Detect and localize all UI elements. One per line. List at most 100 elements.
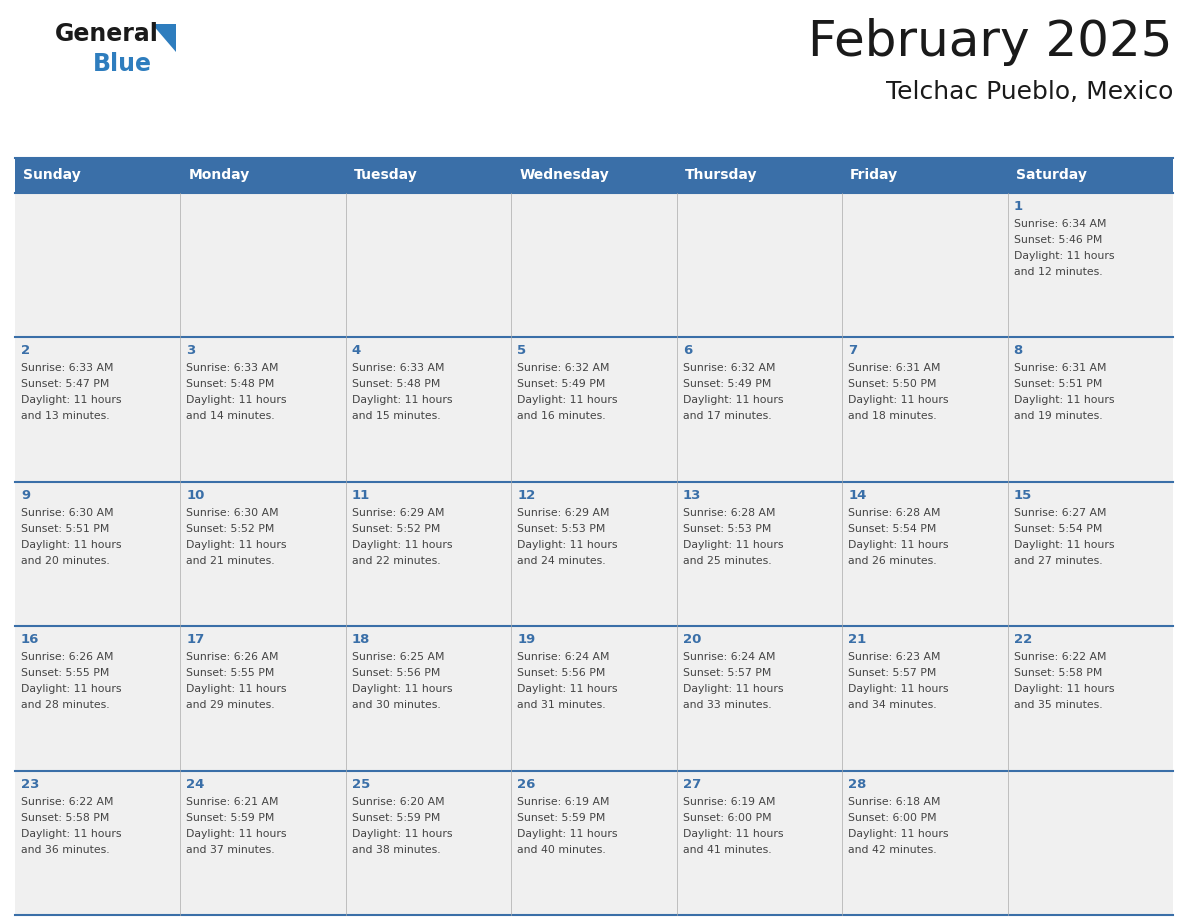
- Text: Sunrise: 6:30 AM: Sunrise: 6:30 AM: [187, 508, 279, 518]
- Text: Daylight: 11 hours: Daylight: 11 hours: [21, 829, 121, 839]
- Text: Telchac Pueblo, Mexico: Telchac Pueblo, Mexico: [885, 80, 1173, 104]
- Bar: [181, 482, 346, 626]
- Text: and 41 minutes.: and 41 minutes.: [683, 845, 771, 855]
- Bar: [842, 193, 1007, 338]
- Text: Sunrise: 6:21 AM: Sunrise: 6:21 AM: [187, 797, 279, 807]
- Text: Sunrise: 6:25 AM: Sunrise: 6:25 AM: [352, 652, 444, 662]
- Text: 8: 8: [1013, 344, 1023, 357]
- Text: General: General: [55, 22, 159, 46]
- Text: Tuesday: Tuesday: [354, 169, 418, 183]
- Text: Sunset: 5:50 PM: Sunset: 5:50 PM: [848, 379, 936, 389]
- Text: Daylight: 11 hours: Daylight: 11 hours: [683, 396, 783, 406]
- Text: February 2025: February 2025: [809, 18, 1173, 66]
- Bar: [346, 770, 511, 915]
- Text: and 29 minutes.: and 29 minutes.: [187, 700, 276, 711]
- Text: Daylight: 11 hours: Daylight: 11 hours: [1013, 251, 1114, 261]
- Text: Sunrise: 6:31 AM: Sunrise: 6:31 AM: [848, 364, 941, 374]
- Text: and 18 minutes.: and 18 minutes.: [848, 411, 937, 421]
- Bar: [842, 158, 1007, 193]
- Text: Sunrise: 6:32 AM: Sunrise: 6:32 AM: [517, 364, 609, 374]
- Text: Sunset: 5:59 PM: Sunset: 5:59 PM: [187, 812, 274, 823]
- Text: Sunrise: 6:26 AM: Sunrise: 6:26 AM: [21, 652, 114, 662]
- Text: 26: 26: [517, 778, 536, 790]
- Text: Sunset: 5:48 PM: Sunset: 5:48 PM: [187, 379, 274, 389]
- Bar: [1007, 193, 1173, 338]
- Text: Daylight: 11 hours: Daylight: 11 hours: [683, 829, 783, 839]
- Text: Daylight: 11 hours: Daylight: 11 hours: [848, 540, 949, 550]
- Text: Daylight: 11 hours: Daylight: 11 hours: [1013, 396, 1114, 406]
- Text: and 38 minutes.: and 38 minutes.: [352, 845, 441, 855]
- Text: Wednesday: Wednesday: [519, 169, 609, 183]
- Bar: [181, 158, 346, 193]
- Text: 13: 13: [683, 488, 701, 502]
- Bar: [677, 338, 842, 482]
- Text: Daylight: 11 hours: Daylight: 11 hours: [848, 829, 949, 839]
- Bar: [346, 193, 511, 338]
- Bar: [1007, 626, 1173, 770]
- Text: and 25 minutes.: and 25 minutes.: [683, 555, 771, 565]
- Text: 16: 16: [21, 633, 39, 646]
- Text: Daylight: 11 hours: Daylight: 11 hours: [517, 684, 618, 694]
- Text: Sunset: 5:52 PM: Sunset: 5:52 PM: [352, 524, 441, 533]
- Text: Sunset: 5:52 PM: Sunset: 5:52 PM: [187, 524, 274, 533]
- Text: Sunrise: 6:27 AM: Sunrise: 6:27 AM: [1013, 508, 1106, 518]
- Text: Daylight: 11 hours: Daylight: 11 hours: [187, 396, 287, 406]
- Bar: [511, 770, 677, 915]
- Bar: [181, 338, 346, 482]
- Text: Sunrise: 6:28 AM: Sunrise: 6:28 AM: [683, 508, 776, 518]
- Text: 24: 24: [187, 778, 204, 790]
- Text: and 21 minutes.: and 21 minutes.: [187, 555, 276, 565]
- Text: 3: 3: [187, 344, 196, 357]
- Text: and 27 minutes.: and 27 minutes.: [1013, 555, 1102, 565]
- Text: Sunrise: 6:22 AM: Sunrise: 6:22 AM: [21, 797, 114, 807]
- Text: 2: 2: [21, 344, 30, 357]
- Text: Sunset: 5:59 PM: Sunset: 5:59 PM: [352, 812, 441, 823]
- Bar: [1007, 158, 1173, 193]
- Text: 7: 7: [848, 344, 858, 357]
- Text: Sunrise: 6:29 AM: Sunrise: 6:29 AM: [352, 508, 444, 518]
- Text: Sunrise: 6:24 AM: Sunrise: 6:24 AM: [683, 652, 776, 662]
- Text: 1: 1: [1013, 200, 1023, 213]
- Text: Sunrise: 6:28 AM: Sunrise: 6:28 AM: [848, 508, 941, 518]
- Text: Sunrise: 6:20 AM: Sunrise: 6:20 AM: [352, 797, 444, 807]
- Text: and 13 minutes.: and 13 minutes.: [21, 411, 109, 421]
- Bar: [677, 770, 842, 915]
- Text: and 15 minutes.: and 15 minutes.: [352, 411, 441, 421]
- Bar: [15, 158, 181, 193]
- Bar: [181, 770, 346, 915]
- Text: and 22 minutes.: and 22 minutes.: [352, 555, 441, 565]
- Bar: [15, 626, 181, 770]
- Text: Daylight: 11 hours: Daylight: 11 hours: [187, 829, 287, 839]
- Text: and 33 minutes.: and 33 minutes.: [683, 700, 771, 711]
- Text: Sunset: 5:51 PM: Sunset: 5:51 PM: [21, 524, 109, 533]
- Text: and 40 minutes.: and 40 minutes.: [517, 845, 606, 855]
- Text: Daylight: 11 hours: Daylight: 11 hours: [1013, 540, 1114, 550]
- Text: and 12 minutes.: and 12 minutes.: [1013, 267, 1102, 277]
- Text: and 34 minutes.: and 34 minutes.: [848, 700, 937, 711]
- Text: 25: 25: [352, 778, 371, 790]
- Text: Daylight: 11 hours: Daylight: 11 hours: [352, 540, 453, 550]
- Bar: [842, 626, 1007, 770]
- Bar: [677, 626, 842, 770]
- Text: Sunset: 5:57 PM: Sunset: 5:57 PM: [683, 668, 771, 678]
- Text: Sunset: 5:57 PM: Sunset: 5:57 PM: [848, 668, 936, 678]
- Text: Sunrise: 6:24 AM: Sunrise: 6:24 AM: [517, 652, 609, 662]
- Text: Sunset: 5:56 PM: Sunset: 5:56 PM: [517, 668, 606, 678]
- Text: Sunset: 5:49 PM: Sunset: 5:49 PM: [683, 379, 771, 389]
- Text: 9: 9: [21, 488, 30, 502]
- Text: Daylight: 11 hours: Daylight: 11 hours: [352, 684, 453, 694]
- Text: Sunrise: 6:30 AM: Sunrise: 6:30 AM: [21, 508, 114, 518]
- Polygon shape: [152, 24, 176, 52]
- Text: Sunrise: 6:19 AM: Sunrise: 6:19 AM: [517, 797, 609, 807]
- Text: Daylight: 11 hours: Daylight: 11 hours: [21, 540, 121, 550]
- Text: and 26 minutes.: and 26 minutes.: [848, 555, 937, 565]
- Bar: [1007, 482, 1173, 626]
- Text: Sunset: 5:48 PM: Sunset: 5:48 PM: [352, 379, 441, 389]
- Text: Daylight: 11 hours: Daylight: 11 hours: [683, 684, 783, 694]
- Text: Sunset: 5:53 PM: Sunset: 5:53 PM: [517, 524, 606, 533]
- Text: Sunset: 5:55 PM: Sunset: 5:55 PM: [187, 668, 274, 678]
- Bar: [511, 338, 677, 482]
- Text: 20: 20: [683, 633, 701, 646]
- Text: 12: 12: [517, 488, 536, 502]
- Text: Sunrise: 6:26 AM: Sunrise: 6:26 AM: [187, 652, 279, 662]
